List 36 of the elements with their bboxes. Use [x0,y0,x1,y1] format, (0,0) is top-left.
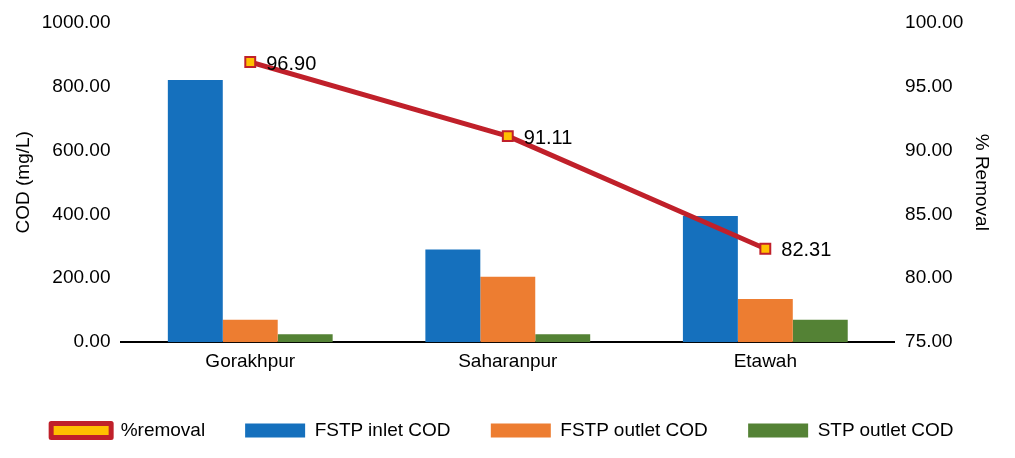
y2-tick-label: 80.00 [905,266,953,288]
data-label: 91.11 [523,125,573,148]
y2-axis-title: % Removal [972,133,994,231]
bar [425,249,481,343]
x-tick-label: Gorakhpur [205,349,296,371]
legend-label: STP outlet COD [817,418,954,440]
point [244,56,257,69]
bar [682,215,738,343]
bar [737,299,793,343]
point [501,130,514,143]
y-tick-label: 600.00 [52,138,111,160]
y-tick-label: 200.00 [52,266,111,288]
bar [480,276,536,343]
y-tick-label: 800.00 [52,74,111,96]
data-label: 82.31 [781,238,832,261]
x-tick-label: Saharanpur [458,349,559,371]
legend-label: FSTP outlet COD [560,418,708,440]
point [759,242,772,255]
y2-tick-label: 75.00 [905,330,953,352]
bar [535,334,591,343]
bar [277,334,333,343]
data-label: 96.90 [266,51,317,74]
y-axis-title: COD (mg/L) [11,131,33,234]
y2-tick-label: 85.00 [905,202,953,224]
bar [792,319,848,343]
bar [167,79,223,343]
y-tick-label: 0.00 [73,330,111,352]
y2-tick-label: 90.00 [905,138,953,160]
y-tick-label: 1000.00 [41,10,111,32]
y2-tick-label: 95.00 [905,74,953,96]
legend-label: %removal [120,418,206,440]
y-tick-label: 400.00 [52,202,111,224]
bar [222,319,278,343]
legend-label: FSTP inlet COD [314,418,451,440]
x-tick-label: Etawah [733,349,798,371]
y2-tick-label: 100.00 [905,10,964,32]
